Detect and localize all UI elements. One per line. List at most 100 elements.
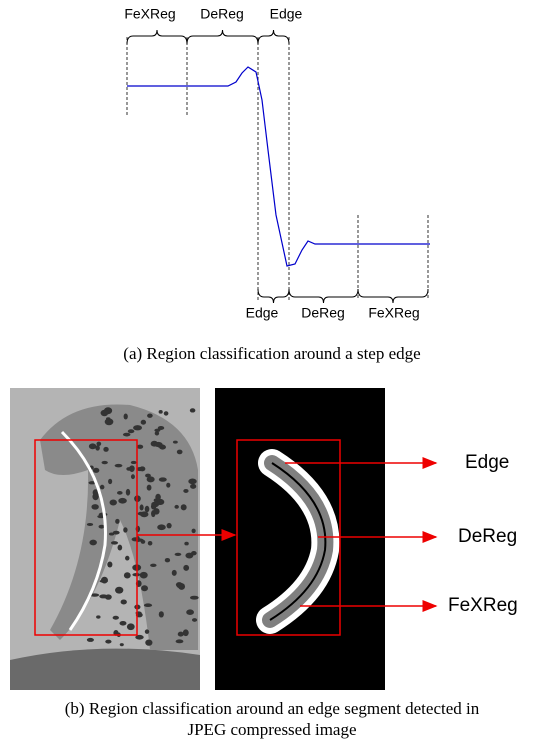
spot — [120, 643, 124, 646]
spot — [184, 542, 188, 546]
label: DeReg — [301, 305, 345, 321]
spot — [154, 442, 163, 447]
spot — [115, 587, 123, 594]
spot — [123, 527, 127, 532]
spot — [191, 551, 197, 555]
caption: JPEG compressed image — [187, 720, 356, 739]
spot — [95, 445, 99, 450]
spot — [123, 433, 130, 437]
caption: (b) Region classification around an edge… — [65, 699, 480, 718]
spot — [125, 556, 129, 561]
spot — [167, 523, 172, 529]
spot — [192, 529, 196, 534]
signal — [127, 67, 430, 266]
spot — [87, 638, 94, 642]
spot — [141, 420, 146, 425]
spot — [96, 615, 100, 618]
spot — [115, 519, 119, 524]
photo — [10, 388, 200, 690]
spot — [147, 476, 155, 482]
spot — [164, 411, 169, 415]
caption: (a) Region classification around a step … — [123, 344, 420, 363]
spot — [155, 494, 160, 501]
label: Edge — [246, 305, 279, 321]
brace — [187, 30, 258, 44]
spot — [147, 485, 152, 491]
spot — [159, 477, 167, 481]
spot — [157, 524, 166, 530]
spot — [133, 425, 142, 430]
spot — [140, 572, 148, 579]
spot — [106, 417, 110, 420]
spot — [147, 413, 153, 417]
page: FeXReg DeReg Edge Edge DeReg FeXReg (a) … — [0, 0, 544, 740]
spot — [126, 467, 131, 471]
label: DeReg — [458, 526, 517, 547]
spot — [192, 618, 197, 622]
spot — [119, 621, 126, 626]
spot — [87, 523, 93, 526]
spot — [188, 479, 196, 485]
spot — [166, 483, 170, 488]
spot — [172, 570, 177, 576]
label: FeXReg — [124, 6, 175, 22]
spot — [173, 441, 178, 444]
spot — [183, 565, 189, 571]
spot — [131, 461, 137, 464]
region-boundaries — [127, 37, 428, 300]
spot — [113, 531, 120, 535]
brace — [258, 30, 289, 44]
spot — [118, 545, 123, 551]
spot — [102, 461, 108, 464]
spot — [138, 512, 144, 516]
spot — [186, 609, 194, 615]
spot — [124, 413, 128, 419]
braces — [127, 30, 428, 303]
spot — [176, 583, 183, 588]
spot — [145, 506, 150, 513]
spot — [145, 629, 149, 633]
spot — [117, 491, 123, 495]
spot — [181, 504, 187, 510]
spot — [124, 572, 131, 578]
label: FeXReg — [368, 305, 419, 321]
spot — [159, 611, 164, 617]
spot — [141, 585, 148, 591]
spot — [115, 464, 123, 468]
spot — [118, 498, 127, 504]
brace — [258, 289, 289, 303]
spot — [190, 596, 199, 600]
spot — [110, 500, 117, 506]
label: FeXReg — [448, 595, 518, 616]
spot — [159, 410, 163, 414]
spot — [107, 562, 112, 568]
spot — [145, 639, 152, 645]
brace — [358, 289, 428, 303]
label: Edge — [270, 6, 303, 22]
spot — [89, 540, 97, 546]
spot — [121, 599, 127, 604]
spot — [140, 504, 144, 510]
spot — [100, 485, 105, 490]
spot — [165, 558, 170, 562]
spot — [128, 429, 135, 433]
spot — [150, 564, 156, 567]
spot — [154, 501, 162, 504]
spot — [175, 553, 182, 556]
spot — [148, 541, 153, 546]
spot — [105, 640, 111, 644]
label: DeReg — [200, 6, 244, 22]
spot — [93, 468, 99, 473]
spot — [99, 525, 105, 529]
spot — [131, 474, 135, 479]
spot — [176, 639, 184, 643]
brace — [127, 30, 187, 44]
spot — [89, 443, 97, 449]
spot — [183, 629, 189, 636]
figure: FeXReg DeReg Edge Edge DeReg FeXReg (a) … — [0, 0, 544, 740]
spot — [144, 603, 152, 607]
spot — [126, 489, 130, 496]
spot — [190, 484, 196, 489]
spot — [101, 410, 109, 416]
spot — [103, 447, 108, 452]
